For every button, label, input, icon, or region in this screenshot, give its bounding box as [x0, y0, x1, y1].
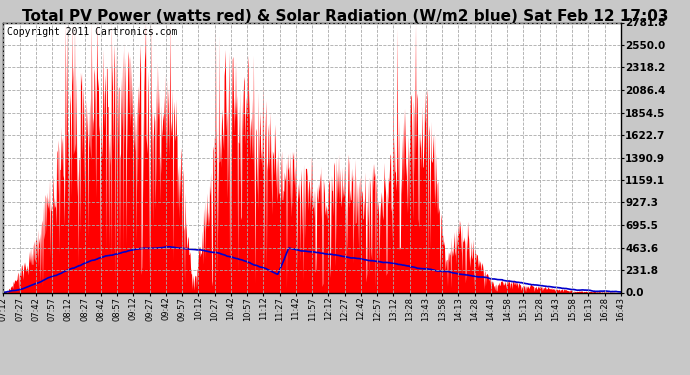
- Text: Copyright 2011 Cartronics.com: Copyright 2011 Cartronics.com: [6, 27, 177, 36]
- Text: Total PV Power (watts red) & Solar Radiation (W/m2 blue) Sat Feb 12 17:03: Total PV Power (watts red) & Solar Radia…: [22, 9, 668, 24]
